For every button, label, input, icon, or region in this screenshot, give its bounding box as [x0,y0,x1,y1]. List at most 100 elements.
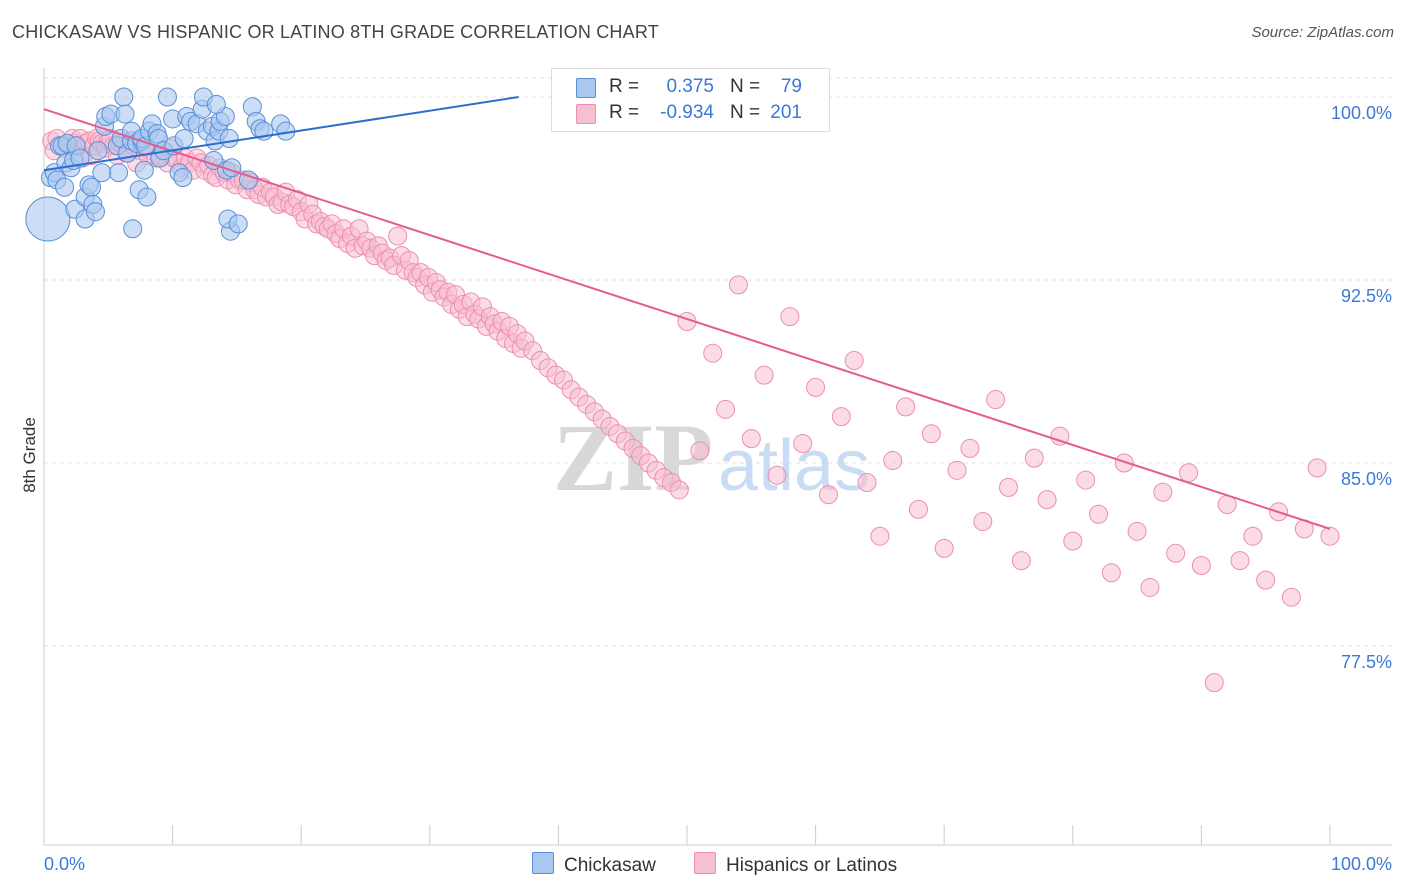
hispanic-point [1204,673,1224,693]
hispanic-point [1166,543,1186,563]
bottom-hispanic-swatch [694,852,716,874]
hispanic-point [883,451,903,471]
hispanic-point [844,351,864,371]
hispanic-point [1063,531,1083,551]
hispanic-point [947,460,967,480]
x-tick-label: 100.0% [1331,854,1392,874]
hispanic-point [1011,551,1031,571]
hispanic-point [1101,563,1121,583]
chickasaw-point [123,219,143,239]
hispanic-point [690,441,710,461]
chickasaw-point [206,94,226,114]
hispanic-point [896,397,916,417]
legend-row-hispanic: R = -0.934 N = 201 [552,101,829,127]
hispanic-point [986,390,1006,410]
hispanic-point [806,377,826,397]
chickasaw-r-value: 0.375 [666,76,714,97]
chickasaw-point [204,150,224,170]
hispanic-point [728,275,748,295]
chart-title: CHICKASAW VS HISPANIC OR LATINO 8TH GRAD… [12,22,659,42]
hispanic-point [669,480,689,500]
y-tick-label: 92.5% [1341,286,1392,306]
chickasaw-swatch [576,78,596,98]
chickasaw-point [114,87,134,107]
chickasaw-point [70,148,90,168]
chickasaw-point [137,187,157,207]
chickasaw-point [174,128,194,148]
hispanic-point [767,465,787,485]
hispanic-trend-line [43,108,1331,530]
chickasaw-n-label: N = [730,76,761,97]
chickasaw-point [134,160,154,180]
bottom-chickasaw-swatch [532,852,554,874]
hispanic-r-label: R = [609,102,640,123]
chickasaw-point [173,168,193,188]
hispanic-point [1320,526,1340,546]
hispanic-point [857,473,877,493]
chickasaw-r-label: R = [609,76,640,97]
hispanic-point [1153,482,1173,502]
hispanic-point [1281,587,1301,607]
hispanic-point [1037,490,1057,510]
bottom-legend-chickasaw: Chickasaw [532,852,656,877]
hispanic-point [960,438,980,458]
y-tick-label: 100.0% [1331,103,1392,123]
correlation-legend: R = 0.375 N = 79 R = -0.934 N = 201 [551,68,830,132]
hispanic-point [818,485,838,505]
hispanic-point [921,424,941,444]
hispanic-point [1191,555,1211,575]
hispanic-n-value: 201 [770,102,802,123]
chickasaw-point [228,214,248,234]
hispanic-point [1230,551,1250,571]
hispanic-point [1114,453,1134,473]
chickasaw-trend-line [43,96,519,172]
y-tick-label: 77.5% [1341,652,1392,672]
chickasaw-point [85,202,105,222]
legend-row-chickasaw: R = 0.375 N = 79 [552,75,829,101]
y-axis-label: 8th Grade [20,417,39,493]
x-tick-label: 0.0% [44,854,85,874]
bottom-chickasaw-label: Chickasaw [564,855,656,876]
hispanic-point [870,526,890,546]
bottom-legend-hispanic: Hispanics or Latinos [694,852,897,877]
hispanic-point [934,538,954,558]
bottom-hispanic-label: Hispanics or Latinos [726,855,898,876]
hispanic-point [1256,570,1276,590]
source-label: Source: ZipAtlas.com [1251,24,1394,41]
hispanic-point [754,365,774,385]
hispanic-n-label: N = [730,102,761,123]
hispanic-point [908,499,928,519]
hispanic-r-value: -0.934 [660,102,714,123]
chickasaw-point [115,104,135,124]
chickasaw-point [88,141,108,161]
hispanic-point [1307,458,1327,478]
watermark-atlas: atlas [718,426,870,506]
chickasaw-point [157,87,177,107]
chickasaw-point [219,128,239,148]
hispanic-point [716,399,736,419]
hispanic-point [1243,526,1263,546]
hispanic-point [1179,463,1199,483]
hispanic-swatch [576,104,596,124]
hispanic-point [1140,577,1160,597]
hispanic-point [1024,448,1044,468]
hispanic-point [703,343,723,363]
hispanic-point [741,429,761,449]
hispanic-point [793,433,813,453]
chickasaw-n-value: 79 [780,76,802,97]
hispanic-point [1127,521,1147,541]
chickasaw-point [109,163,129,183]
hispanic-point [780,307,800,327]
hispanic-point [1089,504,1109,524]
y-tick-label: 85.0% [1341,469,1392,489]
hispanic-point [831,407,851,427]
hispanic-point [1050,426,1070,446]
chickasaw-point [55,177,75,197]
chickasaw-point [92,163,112,183]
hispanic-point [973,512,993,532]
hispanic-point [388,226,408,246]
hispanic-point [1076,470,1096,490]
chickasaw-point [25,196,71,242]
hispanic-point [999,477,1018,497]
